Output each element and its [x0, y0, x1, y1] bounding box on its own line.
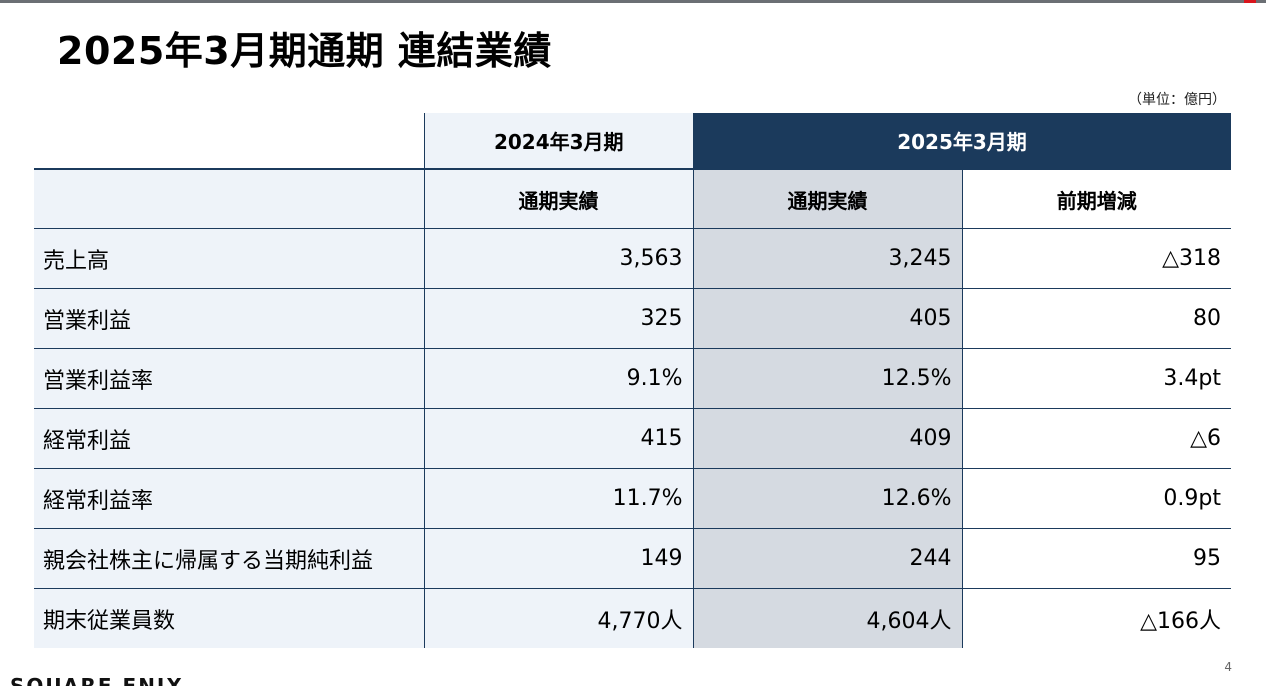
sub-header-row: 通期実績 通期実績 前期増減	[34, 168, 1231, 229]
diff-value: 3.4pt	[961, 348, 1231, 409]
diff-value: △318	[961, 228, 1231, 289]
sub-header-blank	[34, 168, 424, 229]
row-label: 営業利益	[34, 288, 424, 349]
top-accent	[1244, 0, 1256, 3]
cur-value: 409	[692, 408, 962, 469]
cur-value: 3,245	[692, 228, 962, 289]
row-label: 売上高	[34, 228, 424, 289]
prev-value: 9.1%	[423, 348, 693, 409]
row-label: 経常利益	[34, 408, 424, 469]
header-prev-period: 2024年3月期	[423, 113, 693, 169]
table-row: 営業利益率 9.1% 12.5% 3.4pt	[34, 348, 1231, 409]
prev-value: 325	[423, 288, 693, 349]
company-logo: SQUARE ENIX	[10, 676, 184, 686]
unit-note: （単位：億円）	[1128, 92, 1226, 108]
diff-value: 0.9pt	[961, 468, 1231, 529]
table-row: 経常利益 415 409 △6	[34, 408, 1231, 469]
cur-value: 244	[692, 528, 962, 589]
diff-value: 95	[961, 528, 1231, 589]
prev-value: 415	[423, 408, 693, 469]
header-prev-sub: 通期実績	[423, 168, 693, 229]
table-row: 期末従業員数 4,770人 4,604人 △166人	[34, 588, 1231, 648]
prev-value: 4,770人	[423, 588, 693, 648]
cur-value: 405	[692, 288, 962, 349]
table-row: 経常利益率 11.7% 12.6% 0.9pt	[34, 468, 1231, 529]
row-label: 経常利益率	[34, 468, 424, 529]
diff-value: 80	[961, 288, 1231, 349]
table-row: 営業利益 325 405 80	[34, 288, 1231, 349]
page-number: 4	[1224, 660, 1232, 674]
period-header-row: 2024年3月期 2025年3月期	[34, 113, 1231, 169]
prev-value: 149	[423, 528, 693, 589]
page-title: 2025年3月期通期 連結業績	[57, 29, 552, 73]
row-label: 親会社株主に帰属する当期純利益	[34, 528, 424, 589]
table-row: 親会社株主に帰属する当期純利益 149 244 95	[34, 528, 1231, 589]
cur-value: 12.5%	[692, 348, 962, 409]
table-row: 売上高 3,563 3,245 △318	[34, 228, 1231, 289]
row-label: 期末従業員数	[34, 588, 424, 648]
row-label: 営業利益率	[34, 348, 424, 409]
results-table: 2024年3月期 2025年3月期 通期実績 通期実績 前期増減 売上高 3,5…	[34, 113, 1231, 648]
diff-value: △166人	[961, 588, 1231, 648]
header-cur-sub: 通期実績	[692, 168, 962, 229]
header-diff-sub: 前期増減	[961, 168, 1231, 229]
prev-value: 11.7%	[423, 468, 693, 529]
header-cur-period: 2025年3月期	[693, 113, 1231, 169]
top-bar	[0, 0, 1266, 3]
diff-value: △6	[961, 408, 1231, 469]
cur-value: 4,604人	[692, 588, 962, 648]
prev-value: 3,563	[423, 228, 693, 289]
header-blank	[34, 113, 424, 169]
cur-value: 12.6%	[692, 468, 962, 529]
